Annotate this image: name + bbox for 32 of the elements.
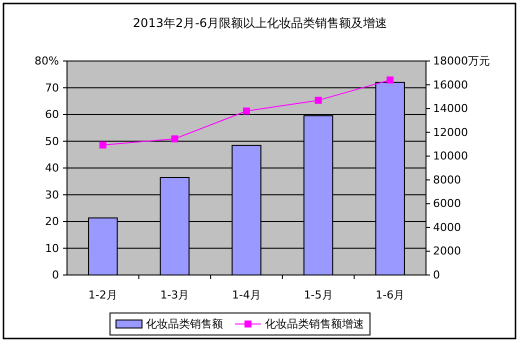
y-tick-label: 50 <box>45 134 59 148</box>
y2-tick-label: 0 <box>433 268 440 282</box>
chart-title: 2013年2月-6月限额以上化妆品类销售额及增速 <box>132 16 388 30</box>
point <box>99 141 106 148</box>
y-tick-label: 60 <box>45 108 59 121</box>
y-tick-label: 70 <box>45 81 59 94</box>
x-tick-label: 1-2月 <box>88 288 118 302</box>
y2-tick-label: 8000 <box>433 173 461 186</box>
y-tick-label: 40 <box>45 162 59 174</box>
y2-tick-label: 12000 <box>433 126 468 139</box>
point <box>386 76 394 84</box>
y-tick-label: 80% <box>34 54 59 68</box>
y-tick-label: 10 <box>45 242 59 255</box>
x-tick-label: 1-4月 <box>232 288 261 302</box>
point <box>171 135 178 142</box>
y-tick-label: 30 <box>45 188 59 202</box>
y2-tick-label: 4000 <box>433 220 461 234</box>
y-tick-label: 0 <box>52 268 59 282</box>
y2-tick-label: 14000 <box>433 102 468 116</box>
x-tick-label: 1-6月 <box>376 288 405 302</box>
y2-tick-label: 6000 <box>433 197 461 210</box>
x-tick-label: 1-3月 <box>160 288 190 302</box>
point <box>314 96 322 104</box>
legend-label: 化妆品类销售额 <box>146 318 223 330</box>
legend-label: 化妆品类销售额增速 <box>265 318 364 330</box>
y2-tick-label: 16000 <box>433 78 468 92</box>
y2-tick-label: 18000万元 <box>433 54 490 68</box>
y2-tick-label: 10000 <box>433 150 468 163</box>
y2-tick-label: 2000 <box>433 244 461 258</box>
point <box>243 108 250 115</box>
y-tick-label: 20 <box>45 215 59 228</box>
x-tick-label: 1-5月 <box>304 288 333 302</box>
